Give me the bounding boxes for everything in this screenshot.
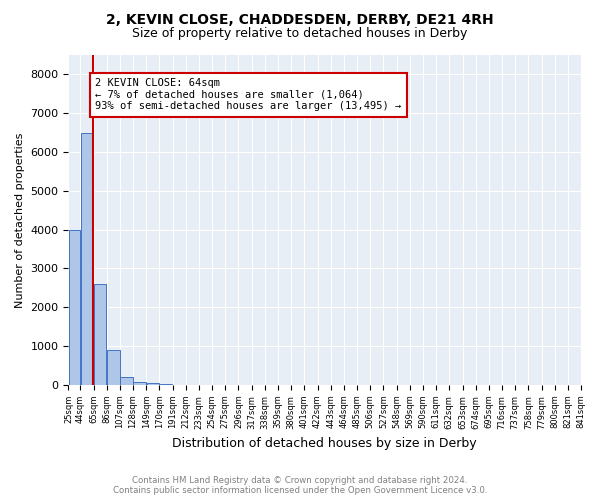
X-axis label: Distribution of detached houses by size in Derby: Distribution of detached houses by size … xyxy=(172,437,477,450)
Bar xyxy=(69,230,80,385)
Text: 2, KEVIN CLOSE, CHADDESDEN, DERBY, DE21 4RH: 2, KEVIN CLOSE, CHADDESDEN, DERBY, DE21 … xyxy=(106,12,494,26)
Bar xyxy=(107,350,119,385)
Text: Contains HM Land Registry data © Crown copyright and database right 2024.
Contai: Contains HM Land Registry data © Crown c… xyxy=(113,476,487,495)
Y-axis label: Number of detached properties: Number of detached properties xyxy=(15,132,25,308)
Bar xyxy=(94,284,106,385)
Text: Size of property relative to detached houses in Derby: Size of property relative to detached ho… xyxy=(133,28,467,40)
Bar xyxy=(160,384,172,385)
Bar xyxy=(146,384,159,385)
Bar xyxy=(120,377,133,385)
Text: 2 KEVIN CLOSE: 64sqm
← 7% of detached houses are smaller (1,064)
93% of semi-det: 2 KEVIN CLOSE: 64sqm ← 7% of detached ho… xyxy=(95,78,401,112)
Bar xyxy=(133,382,146,385)
Bar xyxy=(80,132,93,385)
